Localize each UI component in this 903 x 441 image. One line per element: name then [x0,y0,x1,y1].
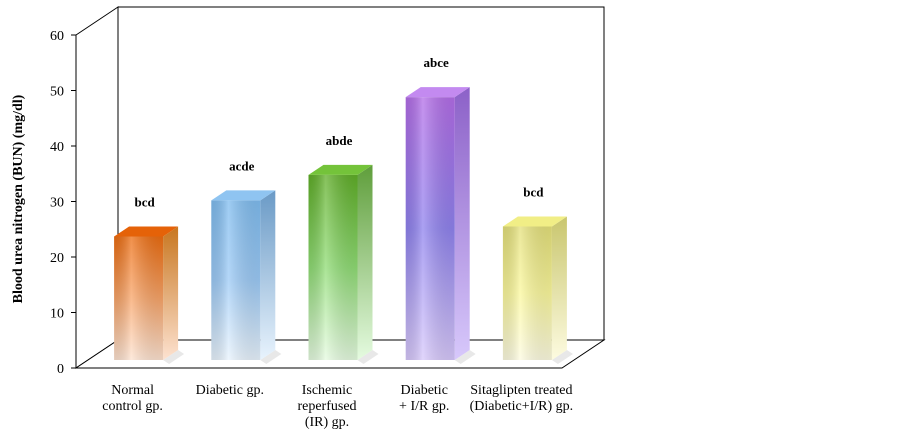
x-category-label: Normal control gp. [102,383,163,414]
bar-3 [308,164,379,364]
bar-4 [405,87,476,364]
significance-label: abde [326,133,353,148]
bar-top [211,190,276,201]
y-tick-label: 20 [50,251,64,266]
bar-2 [211,190,282,364]
significance-labels: bcd acde abde abce bcd [134,55,544,209]
bar-5 [502,216,573,364]
significance-label: bcd [523,184,544,199]
bar-1 [114,226,185,364]
y-tick-label: 40 [50,140,64,155]
bar-side [551,216,567,360]
bar-side [163,226,179,360]
bar-top [405,87,470,98]
bar-series [114,87,573,364]
y-axis-title: Blood urea nitrogen (BUN) (mg/dl) [11,94,26,303]
x-category-label: Ischemic reperfused (IR) gp. [297,383,356,430]
significance-label: abce [424,55,450,70]
x-category-label: Sitaglipten treated (Diabetic+I/R) gp. [470,383,574,414]
y-tick-label: 30 [50,196,64,211]
significance-label: bcd [134,194,155,209]
x-axis-categories: Normal control gp. Diabetic gp. Ischemic rep… [102,383,573,430]
bar-top [114,226,179,237]
bar-side [357,164,373,360]
x-category-label: Diabetic + I/R gp. [399,383,449,414]
x-category-label: Diabetic gp. [196,383,264,398]
bar-side [260,190,276,360]
bar-top [308,164,373,175]
bar-side [454,87,470,360]
y-tick-label: 10 [50,307,64,322]
y-tick-label: 0 [57,362,64,377]
y-axis-ticks: 0 10 20 30 40 50 60 [50,29,76,377]
side-wall [75,6,119,369]
significance-label: acde [229,158,255,173]
y-tick-label: 50 [50,85,64,100]
bar-top [502,216,567,227]
y-tick-label: 60 [50,29,64,44]
